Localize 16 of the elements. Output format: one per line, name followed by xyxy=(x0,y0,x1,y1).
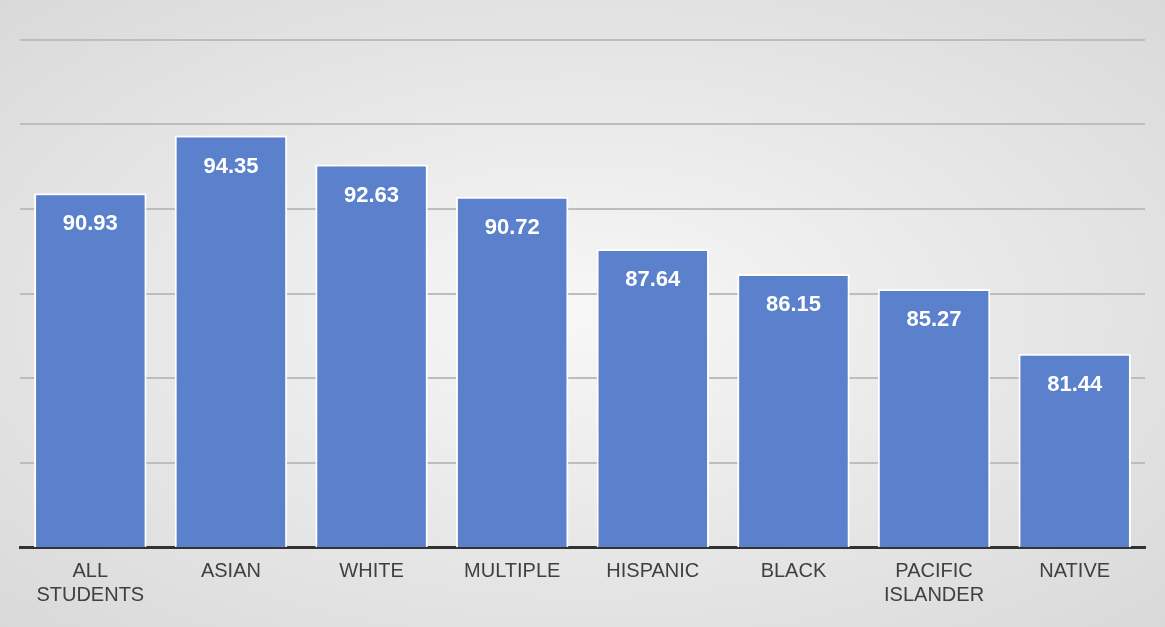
x-tick-label: HISPANIC xyxy=(606,558,700,581)
data-label: 90.72 xyxy=(484,213,540,239)
x-tick-label: NATIVE xyxy=(1039,558,1111,581)
data-label: 92.63 xyxy=(344,181,400,207)
data-label: 86.15 xyxy=(765,291,821,317)
x-tick-label: ASIAN xyxy=(200,558,261,581)
data-label: 90.93 xyxy=(62,210,118,236)
x-tick-label: ALL STUDENTS xyxy=(36,558,145,605)
x-tick-label: WHITE xyxy=(339,558,404,581)
data-label: 87.64 xyxy=(625,265,682,291)
data-label: 94.35 xyxy=(203,152,259,178)
data-label: 85.27 xyxy=(906,306,962,331)
data-label: 81.44 xyxy=(1047,370,1103,396)
x-tick-label: MULTIPLE xyxy=(464,558,561,581)
x-tick-label: PACIFIC ISLANDER xyxy=(884,558,985,605)
x-tick-label: BLACK xyxy=(760,558,827,581)
